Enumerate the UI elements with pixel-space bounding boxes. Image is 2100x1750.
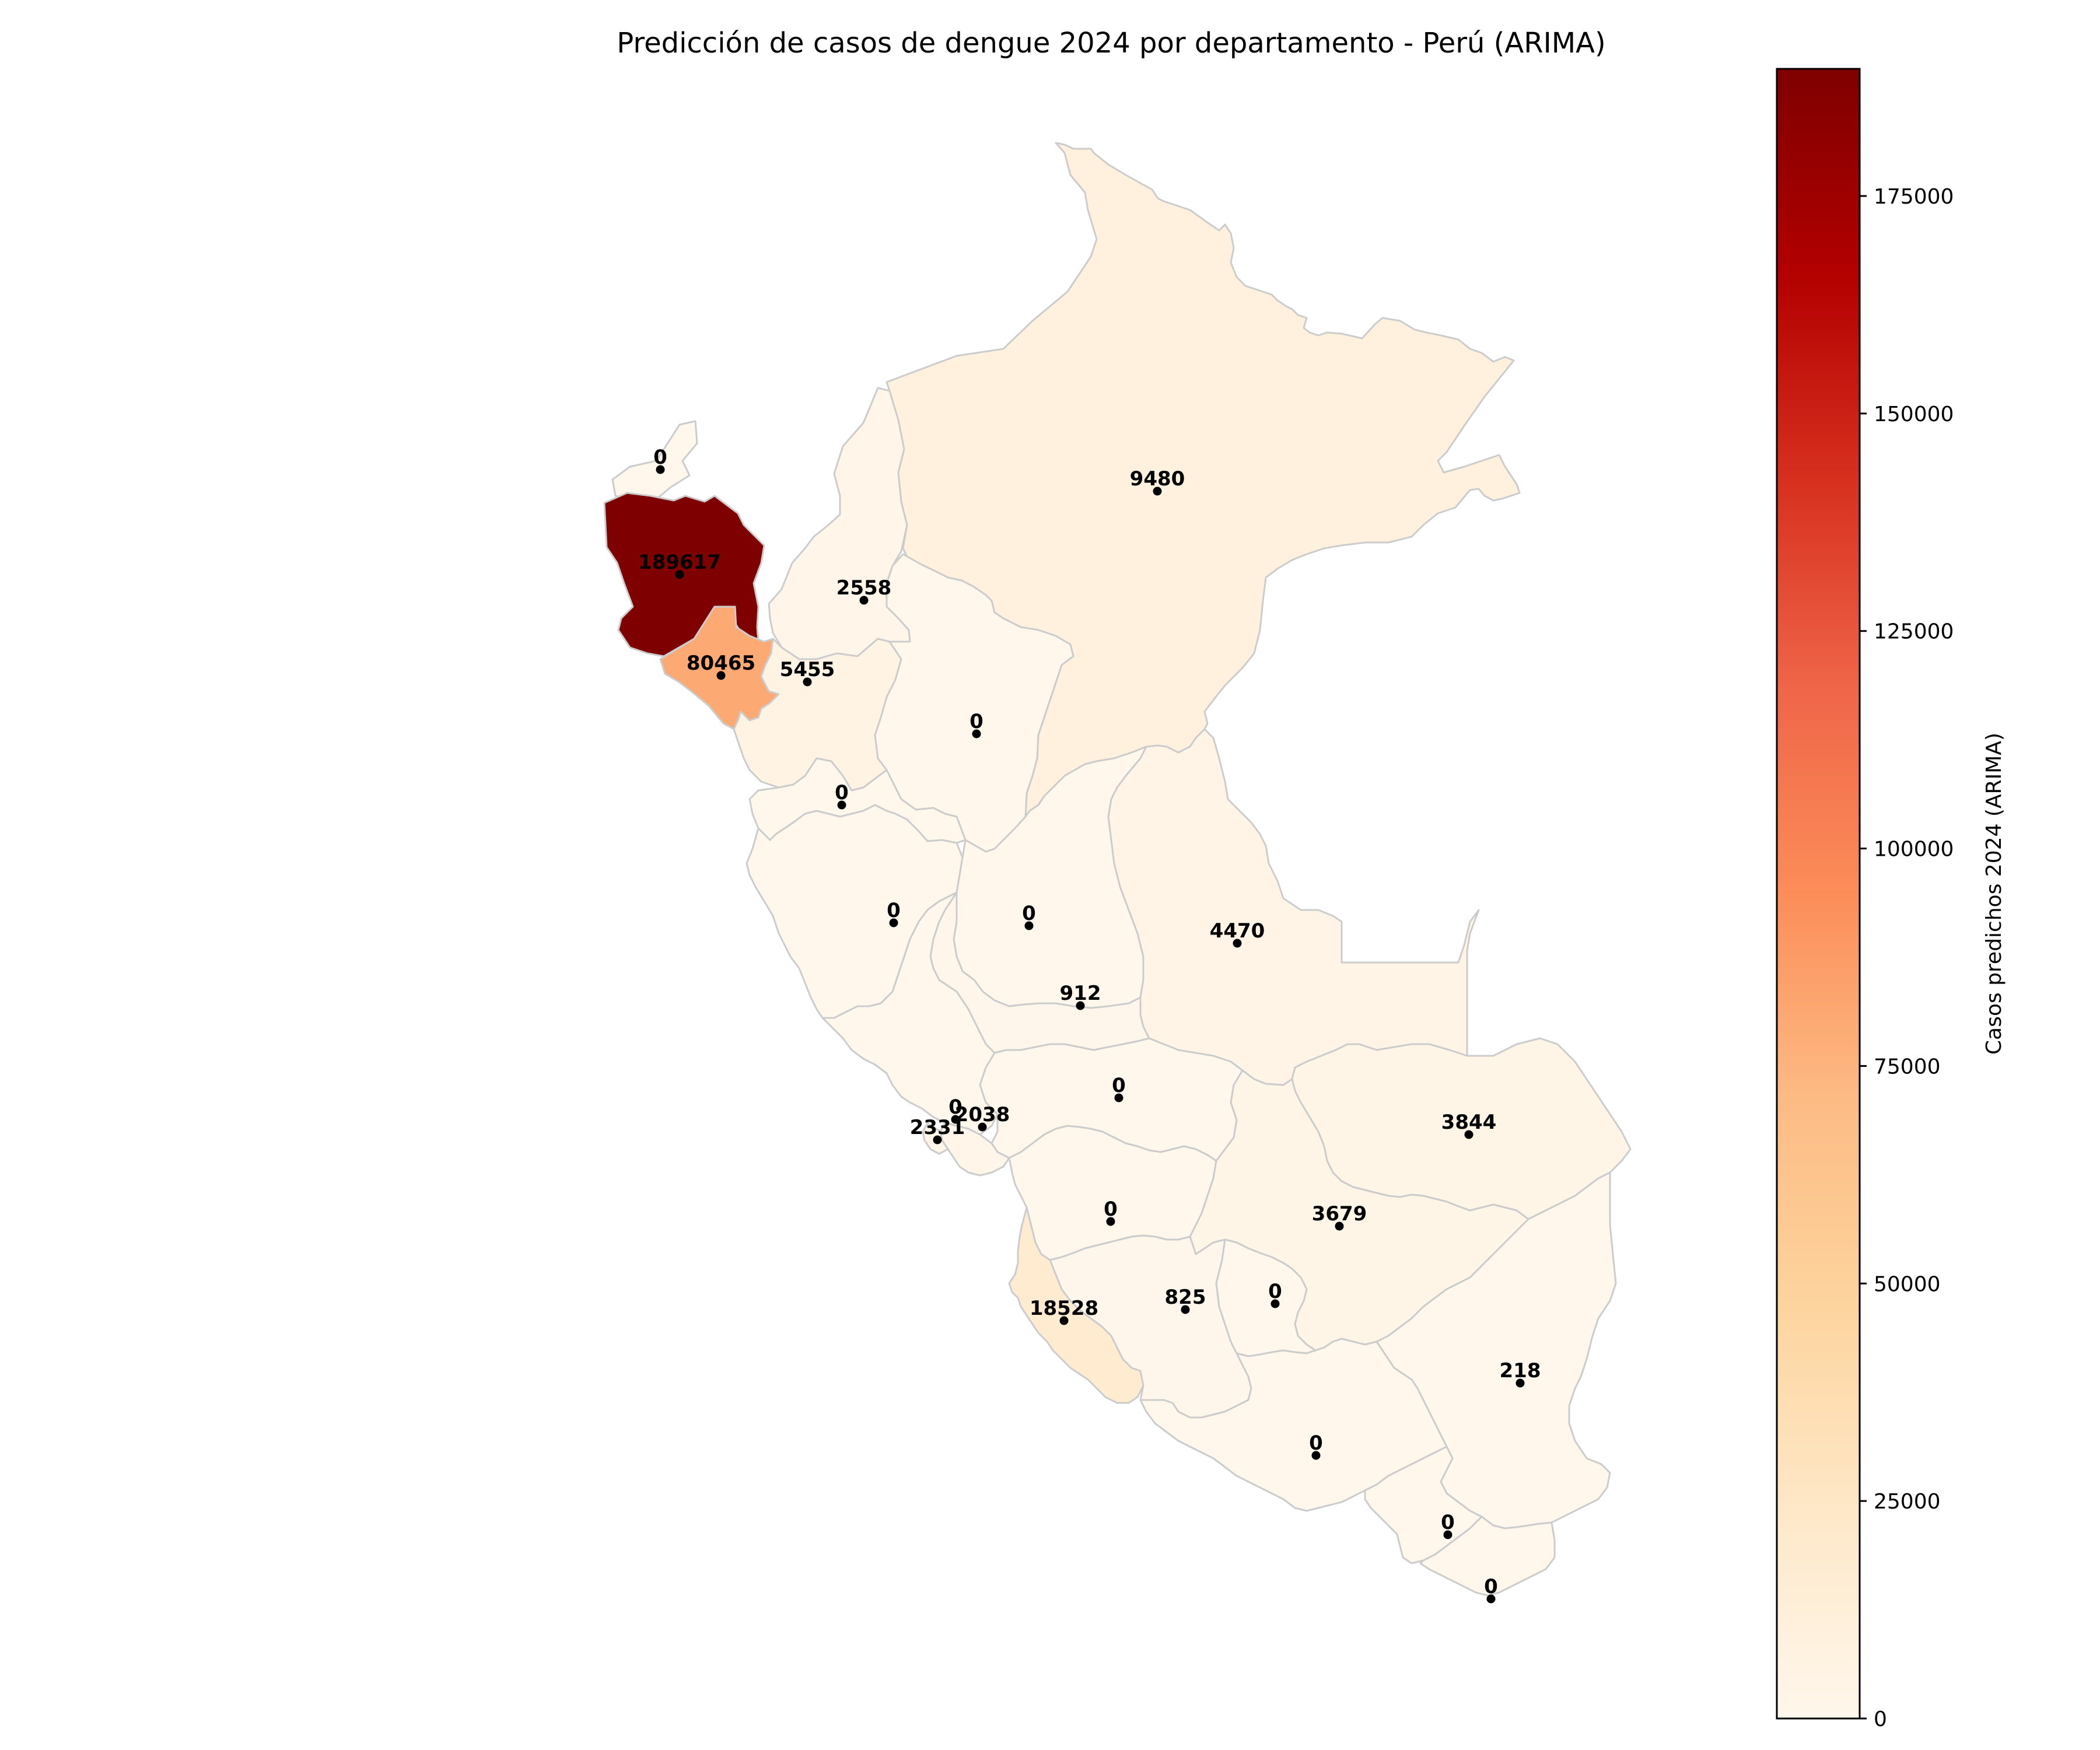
department-value-label: 0 — [887, 899, 901, 922]
department-value-label: 0 — [970, 710, 984, 733]
department-centroid-dot — [951, 1115, 960, 1124]
department-value-label: 0 — [1268, 1280, 1282, 1303]
department-value-label: 9480 — [1130, 467, 1185, 491]
department-centroid-dot — [1181, 1305, 1190, 1314]
department-centroid-dot — [978, 1122, 987, 1132]
colorbar-tick-label: 100000 — [1874, 838, 1954, 862]
department-centroid-dot — [1233, 939, 1242, 948]
department-value-label: 0 — [835, 781, 849, 804]
colorbar-tick-label: 50000 — [1874, 1272, 1941, 1296]
department-centroid-dot — [1270, 1299, 1280, 1308]
department-centroid-dot — [933, 1135, 942, 1144]
colorbar-ticks: 0 25000 50000 75000 100000 125000 150000 175000 — [1860, 185, 1954, 1731]
department-value-label: 2038 — [955, 1103, 1010, 1126]
department-value-label: 3679 — [1312, 1202, 1367, 1226]
department-centroid-dot — [972, 729, 981, 738]
department-value-label: 825 — [1165, 1286, 1206, 1309]
map-title: Predicción de casos de dengue 2024 por d… — [617, 27, 1605, 60]
department-centroid-dot — [675, 570, 684, 579]
department-value-label: 0 — [1441, 1511, 1455, 1534]
department-centroid-dot — [1153, 487, 1162, 496]
department-region — [1107, 728, 1480, 1086]
colorbar-tick-label: 125000 — [1874, 620, 1954, 644]
department-centroid-dot — [859, 596, 869, 605]
department-centroid-dot — [716, 671, 726, 680]
department-centroid-dot — [656, 465, 665, 474]
department-centroid-dot — [1076, 1001, 1085, 1010]
colorbar-tick-label: 150000 — [1874, 402, 1954, 426]
department-centroid-dot — [889, 918, 898, 928]
department-centroid-dot — [1464, 1130, 1474, 1139]
department-regions — [603, 142, 1632, 1597]
department-centroid-dot — [1106, 1217, 1115, 1226]
department-region — [1364, 1446, 1483, 1564]
department-centroid-dot — [1024, 921, 1034, 930]
department-centroid-dot — [837, 800, 846, 810]
department-value-label: 218 — [1500, 1359, 1541, 1382]
department-value-label: 80465 — [687, 652, 755, 675]
colorbar-tick-label: 0 — [1874, 1707, 1887, 1731]
colorbar-gradient — [1776, 68, 1861, 1720]
department-region — [1139, 1338, 1448, 1512]
colorbar-label: Casos predichos 2024 (ARIMA) — [1982, 733, 2006, 1055]
department-centroid-dot — [1311, 1451, 1321, 1460]
department-region — [821, 891, 999, 1136]
department-centroid-dot — [1486, 1594, 1496, 1604]
colorbar-tick-label: 25000 — [1874, 1490, 1941, 1514]
department-value-label: 5455 — [780, 658, 835, 681]
department-value-label: 0 — [1022, 902, 1036, 925]
department-value-label: 912 — [1060, 982, 1101, 1005]
department-value-label: 4470 — [1210, 919, 1265, 943]
department-value-label: 0 — [1484, 1575, 1498, 1598]
department-centroid-dot — [1443, 1530, 1452, 1539]
department-value-label: 0 — [1104, 1198, 1118, 1221]
department-centroid-dot — [1516, 1378, 1525, 1388]
department-centroid-dot — [1059, 1316, 1069, 1325]
colorbar: 0 25000 50000 75000 100000 125000 150000 175000… — [1776, 68, 2006, 1731]
department-value-label: 0 — [1309, 1432, 1323, 1455]
department-value-label: 0 — [653, 446, 667, 469]
department-value-label: 189617 — [638, 551, 721, 574]
department-region — [768, 387, 911, 660]
department-region — [1419, 1516, 1556, 1597]
department-value-label: 3844 — [1441, 1111, 1497, 1134]
department-value-label: 2558 — [836, 576, 892, 600]
colorbar-tick-label: 75000 — [1874, 1055, 1941, 1079]
department-value-label: 0 — [1112, 1074, 1126, 1097]
department-region — [1215, 1238, 1317, 1357]
department-value-label: 0 — [949, 1096, 963, 1119]
department-centroid-dot — [1335, 1222, 1344, 1231]
department-centroid-dot — [803, 677, 812, 687]
department-centroid-dot — [1114, 1093, 1124, 1102]
department-value-label: 18528 — [1030, 1297, 1098, 1320]
colorbar-tick-label: 175000 — [1874, 185, 1954, 209]
